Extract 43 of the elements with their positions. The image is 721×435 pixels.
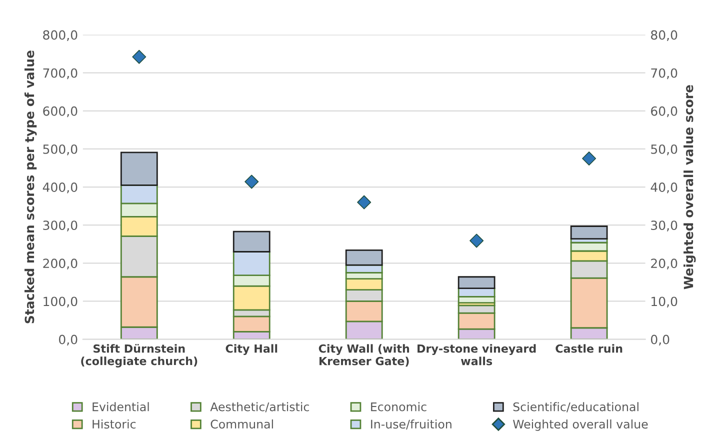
- legend-label: Scientific/educational: [513, 402, 638, 412]
- y2-tick-label: 50,0: [651, 144, 678, 156]
- y-tick-label: 200,0: [43, 258, 78, 270]
- bar: [120, 152, 158, 186]
- bar: [458, 276, 496, 289]
- y2-tick-label: 70,0: [651, 68, 678, 80]
- y2-tick-label: 20,0: [651, 258, 678, 270]
- x-tick-label: City Wall (with Kremser Gate): [318, 344, 410, 367]
- y2-tick-label: 60,0: [651, 106, 678, 118]
- legend-label: Weighted overall value: [512, 419, 648, 431]
- y2-tick-label: 0,0: [650, 334, 670, 346]
- y-axis-title: Stacked mean scores per type of value: [24, 50, 37, 324]
- x-tick-label: City Hall: [226, 344, 278, 355]
- y2-tick-label: 30,0: [651, 220, 678, 232]
- point: [357, 195, 372, 210]
- bar: [570, 226, 608, 240]
- legend-label: In-use/fruition: [371, 419, 452, 430]
- point: [582, 151, 596, 166]
- y-tick-label: 300,0: [43, 220, 78, 232]
- point: [132, 50, 146, 64]
- y2-tick-label: 10,0: [652, 296, 678, 308]
- bar: [345, 250, 383, 266]
- y2-tick-label: 40,0: [650, 182, 678, 194]
- legend-label: Evidential: [92, 402, 149, 412]
- y-tick-label: 0,0: [59, 334, 78, 346]
- y-tick-label: 500,0: [43, 144, 78, 156]
- y-tick-label: 400,0: [42, 182, 78, 194]
- x-tick-label: Stift Dürnstein (collegiate church): [81, 344, 198, 368]
- y-tick-label: 100,0: [44, 296, 78, 308]
- point: [244, 174, 259, 189]
- y-tick-label: 700,0: [43, 68, 78, 80]
- y-tick-label: 600,0: [43, 106, 78, 118]
- y-tick-label: 800,0: [43, 30, 78, 41]
- legend-label: Communal: [210, 419, 273, 429]
- y2-tick-label: 80,0: [651, 30, 678, 41]
- point: [470, 234, 484, 248]
- legend-label: Historic: [92, 419, 136, 429]
- x-tick-label: Castle ruin: [556, 344, 622, 353]
- x-tick-label: Dry-stone vineyard walls: [418, 344, 536, 366]
- legend-label: Economic: [371, 402, 426, 412]
- bar: [232, 230, 270, 252]
- y2-axis-title: Weighted overall value score: [684, 85, 696, 290]
- legend-label: Aesthetic/artistic: [210, 402, 309, 412]
